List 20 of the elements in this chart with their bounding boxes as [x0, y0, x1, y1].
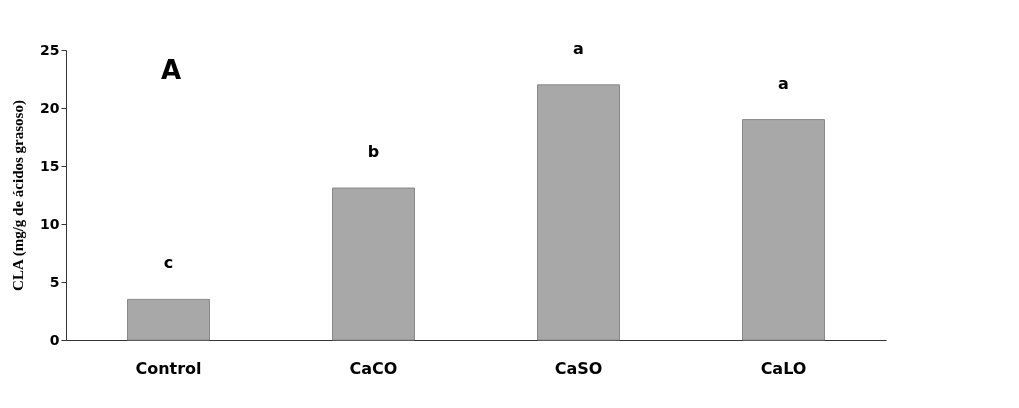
bar — [537, 84, 620, 341]
y-tick-label: 5 — [49, 273, 60, 290]
x-tick-label: Control — [135, 358, 202, 378]
y-tick-label: 25 — [40, 41, 60, 58]
data-label: a — [778, 73, 789, 93]
y-tick-label: 10 — [40, 215, 60, 232]
data-label: b — [367, 142, 380, 162]
x-tick-label: CaLO — [760, 358, 807, 378]
x-tick-label: CaSO — [554, 358, 603, 378]
data-label: a — [573, 38, 584, 58]
y-axis-title: CLA (mg/g de ácidos grasoso) — [10, 100, 28, 291]
bar — [127, 298, 210, 341]
bar — [332, 187, 415, 341]
annotation: A — [161, 55, 182, 85]
data-label: c — [163, 253, 174, 273]
y-tick-label: 20 — [40, 99, 60, 116]
y-tick-label: 0 — [49, 331, 60, 348]
bar — [742, 119, 825, 341]
x-tick-label: CaCO — [349, 358, 398, 378]
y-tick-label: 15 — [40, 157, 60, 174]
